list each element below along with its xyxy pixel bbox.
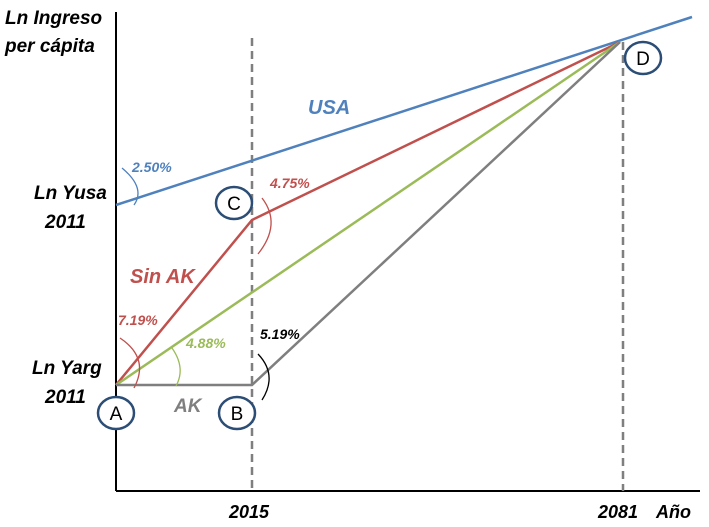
node-b: B [217, 395, 257, 431]
x-axis-label: Año [655, 502, 691, 522]
green-line [115, 40, 621, 387]
usa-line [115, 15, 693, 207]
x-tick-2015: 2015 [228, 502, 270, 522]
red-angle-arc-a [119, 337, 141, 389]
node-c: C [214, 185, 254, 221]
ak-line [116, 41, 621, 387]
sin-ak-rate-2: 4.75% [269, 175, 310, 191]
y-axis-title-line2: per cápita [4, 36, 95, 57]
sin-ak-rate-1: 7.19% [118, 312, 158, 328]
yarg-label-line1: Ln Yarg [32, 358, 102, 379]
usa-rate: 2.50% [131, 159, 172, 175]
ak-rate: 5.19% [260, 326, 300, 342]
node-a-label: A [110, 404, 123, 425]
node-c-label: C [227, 194, 241, 215]
red-angle-arc-c [257, 197, 272, 255]
ak-label: AK [173, 396, 203, 417]
green-rate: 4.88% [185, 335, 226, 351]
yusa-label-line2: 2011 [44, 212, 86, 233]
node-d-label: D [636, 49, 650, 70]
green-angle-arc-a [171, 347, 181, 387]
sin-ak-line [115, 40, 621, 386]
node-b-label: B [231, 404, 244, 425]
ak-angle-arc-b [257, 353, 270, 401]
usa-label: USA [308, 97, 350, 119]
node-a: A [96, 395, 136, 431]
usa-angle-arc [121, 167, 139, 206]
yarg-label-line2: 2011 [44, 387, 86, 408]
node-d: D [623, 40, 663, 76]
y-axis-title-line1: Ln Ingreso [5, 8, 102, 29]
yusa-label-line1: Ln Yusa [34, 183, 107, 204]
x-tick-2081: 2081 [597, 502, 638, 522]
sin-ak-label: Sin AK [130, 266, 196, 288]
